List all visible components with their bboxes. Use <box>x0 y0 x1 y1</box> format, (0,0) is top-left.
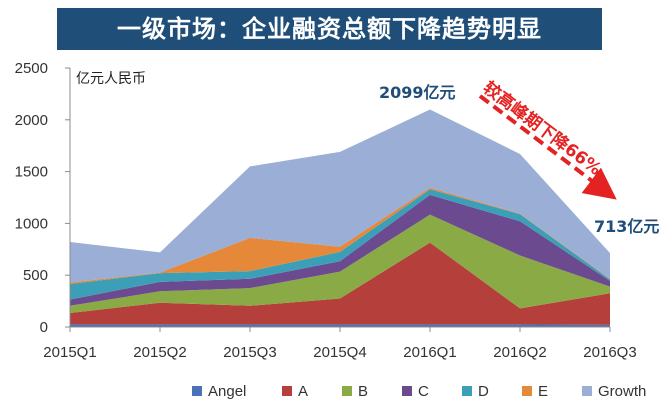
x-tick-label: 2016Q3 <box>583 344 636 361</box>
series-area-angel <box>70 324 610 327</box>
legend-swatch-e <box>522 386 532 396</box>
legend-label-b: B <box>358 383 368 400</box>
x-tick-label: 2016Q1 <box>403 344 456 361</box>
x-tick-label: 2015Q3 <box>223 344 276 361</box>
y-tick-label: 1500 <box>15 164 48 181</box>
peak-annotation: 2099亿元 <box>379 83 456 102</box>
x-tick-label: 2015Q4 <box>313 344 366 361</box>
x-axis: 2015Q1 2015Q2 2015Q3 2015Q4 2016Q1 2016Q2 2016… <box>43 326 637 361</box>
unit-label: 亿元人民币 <box>76 71 146 87</box>
x-tick-label: 2015Q2 <box>133 344 186 361</box>
series-area-growth <box>70 109 610 283</box>
y-tick-label: 2500 <box>15 60 48 77</box>
y-axis: 0 500 1000 1500 2000 2500 <box>15 60 71 336</box>
legend: Angel A B C D E Growth <box>192 383 646 400</box>
latest-annotation: 713亿元 <box>594 217 659 236</box>
page-title: 一级市场：企业融资总额下降趋势明显 <box>57 8 602 50</box>
legend-label-c: C <box>418 383 429 400</box>
y-tick-label: 2000 <box>15 112 48 129</box>
decline-arrow <box>478 94 617 200</box>
area-layers <box>70 109 610 327</box>
y-tick-label: 0 <box>40 319 48 336</box>
x-tick-label: 2015Q1 <box>43 344 96 361</box>
legend-label-a: A <box>298 383 308 400</box>
series-area-b <box>70 214 610 313</box>
legend-swatch-growth <box>582 386 592 396</box>
series-area-d <box>70 189 610 300</box>
legend-label-e: E <box>538 383 548 400</box>
legend-swatch-a <box>282 386 292 396</box>
legend-swatch-c <box>402 386 412 396</box>
legend-swatch-angel <box>192 386 202 396</box>
legend-swatch-d <box>462 386 472 396</box>
series-area-a <box>70 242 610 325</box>
y-tick-label: 500 <box>23 267 48 284</box>
legend-label-d: D <box>478 383 489 400</box>
legend-swatch-b <box>342 386 352 396</box>
series-area-c <box>70 194 610 306</box>
x-tick-label: 2016Q2 <box>493 344 546 361</box>
series-area-e <box>70 187 610 284</box>
legend-label-angel: Angel <box>208 383 246 400</box>
legend-label-growth: Growth <box>598 383 646 400</box>
y-tick-label: 1000 <box>15 215 48 232</box>
